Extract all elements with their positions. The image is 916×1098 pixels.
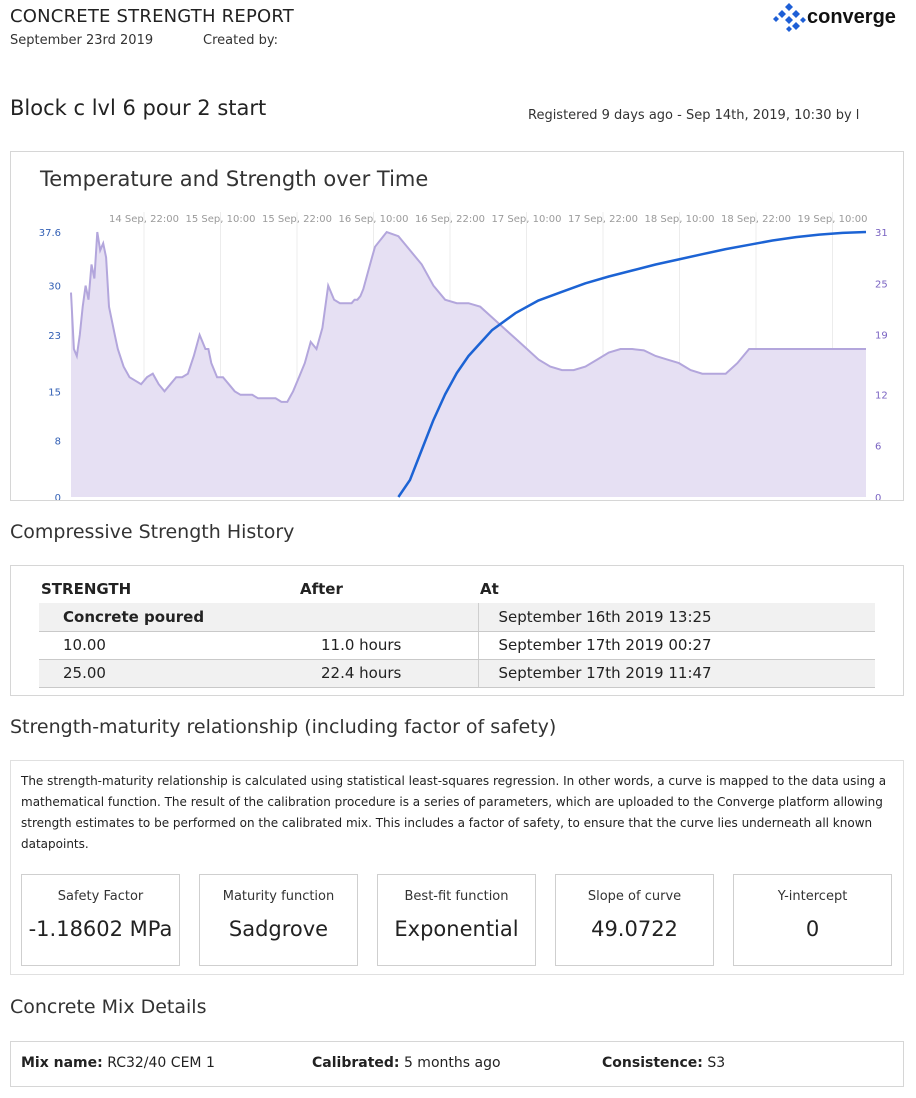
y-right-tick-label: 31 [875,228,888,239]
mix-consistence: Consistence: S3 [602,1055,725,1071]
logo-text: converge [807,5,896,28]
x-tick-label: 15 Sep, 22:00 [262,214,332,225]
row-after [298,603,479,632]
mix-consistence-label: Consistence: [602,1055,703,1071]
table-row: Concrete poured September 16th 2019 13:2… [39,603,875,632]
row-at: September 17th 2019 11:47 [478,659,875,688]
mix-calibrated-label: Calibrated: [312,1055,400,1071]
stat-label: Maturity function [222,889,335,904]
row-after: 11.0 hours [298,631,479,660]
mix-calibrated-value: 5 months ago [403,1055,501,1071]
strength-history-title: Compressive Strength History [10,521,295,543]
x-tick-label: 17 Sep, 10:00 [492,214,562,225]
maturity-function-card: Maturity function Sadgrove [199,874,358,966]
stat-value: 0 [805,917,820,941]
x-tick-label: 15 Sep, 10:00 [186,214,256,225]
table-row: 10.00 11.0 hours September 17th 2019 00:… [39,631,875,660]
temperature-line [70,230,866,403]
mix-details-box: Mix name: RC32/40 CEM 1 Calibrated: 5 mo… [10,1041,904,1087]
maturity-title: Strength-maturity relationship (includin… [10,716,557,738]
x-tick-label: 16 Sep, 22:00 [415,214,485,225]
report-title: CONCRETE STRENGTH REPORT [10,6,294,27]
x-tick-label: 17 Sep, 22:00 [568,214,638,225]
mix-details-title: Concrete Mix Details [10,996,207,1018]
stat-label: Y-intercept [777,889,848,904]
y-left-tick-label: 0 [55,493,61,500]
header-after: After [300,580,343,598]
y-left-tick-label: 23 [48,331,61,342]
created-by-label: Created by: [203,33,278,48]
y-left-tick-label: 8 [55,437,61,448]
y-right-tick-label: 25 [875,279,888,290]
converge-logo-icon [773,3,806,32]
y-right-tick-label: 0 [875,493,881,500]
y-left-tick-label: 15 [48,387,61,398]
table-row: 25.00 22.4 hours September 17th 2019 11:… [39,659,875,688]
mix-name-value: RC32/40 CEM 1 [107,1055,215,1071]
strength-history-table-box: STRENGTH After At Concrete poured Septem… [10,565,904,696]
x-tick-label: 16 Sep, 10:00 [339,214,409,225]
strength-line [397,230,867,498]
row-strength: Concrete poured [39,603,298,632]
chart-title: Temperature and Strength over Time [40,167,429,191]
table-header-row: STRENGTH After At [39,575,875,603]
x-tick-label: 14 Sep, 22:00 [109,214,179,225]
row-at: September 17th 2019 00:27 [478,631,875,660]
stat-value: 49.0722 [591,917,678,941]
x-tick-label: 18 Sep, 22:00 [721,214,791,225]
mix-calibrated: Calibrated: 5 months ago [312,1055,501,1071]
maturity-box: The strength-maturity relationship is ca… [10,760,904,975]
row-at: September 16th 2019 13:25 [478,603,875,632]
y-left-tick-label: 37.6 [39,228,61,239]
registered-info: Registered 9 days ago - Sep 14th, 2019, … [528,108,860,123]
chart-plot: 14 Sep, 22:00 15 Sep, 10:00 15 Sep, 22:00 1… [39,212,888,500]
temperature-strength-chart: Temperature and Strength over Time 14 Se… [10,151,904,501]
best-fit-function-card: Best-fit function Exponential [377,874,536,966]
slope-of-curve-card: Slope of curve 49.0722 [555,874,714,966]
safety-factor-card: Safety Factor -1.18602 MPa [21,874,180,966]
mix-consistence-value: S3 [707,1055,726,1071]
x-tick-label: 19 Sep, 10:00 [798,214,868,225]
y-right-tick-label: 19 [875,331,888,342]
temperature-area [71,232,866,497]
x-tick-label: 18 Sep, 10:00 [645,214,715,225]
stat-value: -1.18602 MPa [28,917,173,941]
y-right-tick-label: 12 [875,390,888,401]
row-strength: 10.00 [39,631,298,660]
y-left-tick-label: 30 [48,282,61,293]
stat-value: Sadgrove [228,917,329,941]
mix-name: Mix name: RC32/40 CEM 1 [21,1055,215,1071]
row-after: 22.4 hours [298,659,479,688]
stat-label: Safety Factor [57,889,144,904]
report-date: September 23rd 2019 [10,33,154,48]
header-at: At [480,580,499,598]
header-strength: STRENGTH [41,580,132,598]
strength-history-table: STRENGTH After At Concrete poured Septem… [39,575,875,688]
block-title: Block c lvl 6 pour 2 start [10,96,267,120]
y-intercept-card: Y-intercept 0 [733,874,892,966]
y-right-tick-label: 6 [875,442,881,453]
stat-label: Slope of curve [587,889,682,904]
mix-name-label: Mix name: [21,1055,103,1071]
stat-label: Best-fit function [404,889,509,904]
maturity-description: The strength-maturity relationship is ca… [21,774,887,851]
stat-value: Exponential [394,917,519,941]
converge-logo: converge [772,2,896,32]
row-strength: 25.00 [39,659,298,688]
